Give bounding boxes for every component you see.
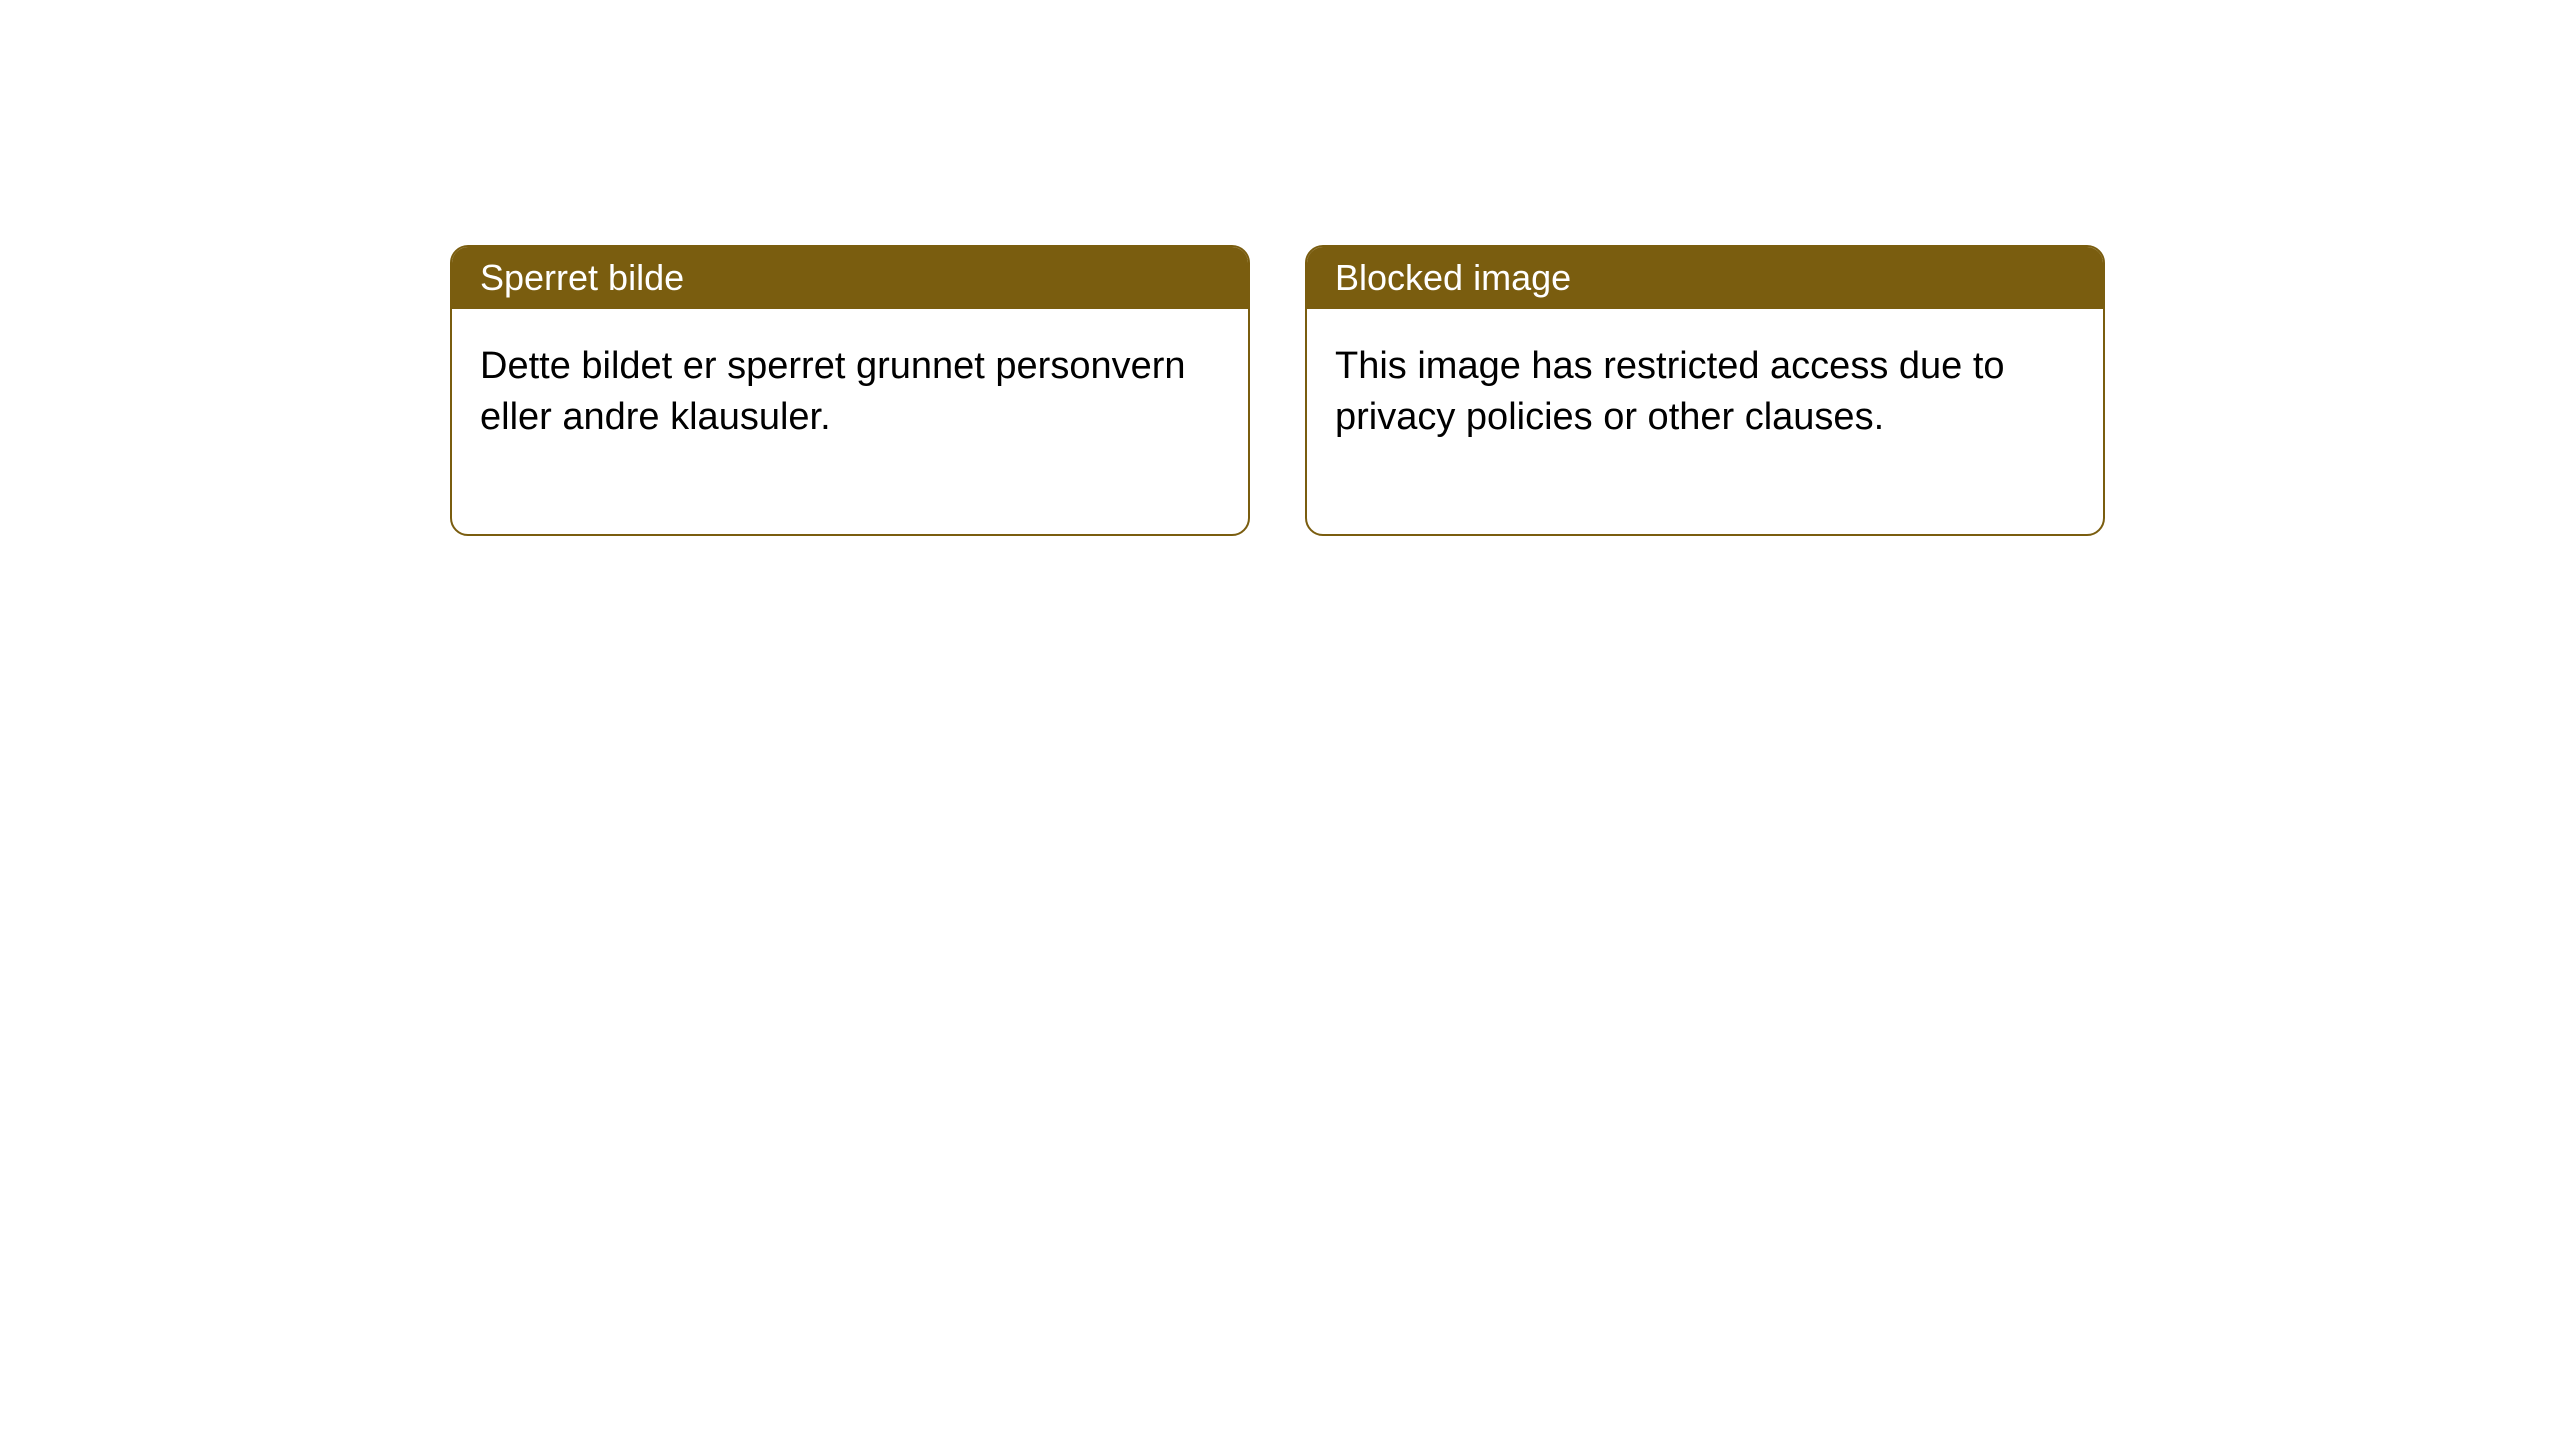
card-body-text: This image has restricted access due to …	[1335, 345, 2005, 438]
card-header: Sperret bilde	[452, 247, 1248, 309]
card-body: Dette bildet er sperret grunnet personve…	[452, 309, 1248, 534]
notice-cards-container: Sperret bilde Dette bildet er sperret gr…	[450, 245, 2105, 536]
notice-card-english: Blocked image This image has restricted …	[1305, 245, 2105, 536]
card-title: Blocked image	[1335, 257, 1571, 298]
card-header: Blocked image	[1307, 247, 2103, 309]
notice-card-norwegian: Sperret bilde Dette bildet er sperret gr…	[450, 245, 1250, 536]
card-body-text: Dette bildet er sperret grunnet personve…	[480, 345, 1186, 438]
card-title: Sperret bilde	[480, 257, 684, 298]
card-body: This image has restricted access due to …	[1307, 309, 2103, 534]
